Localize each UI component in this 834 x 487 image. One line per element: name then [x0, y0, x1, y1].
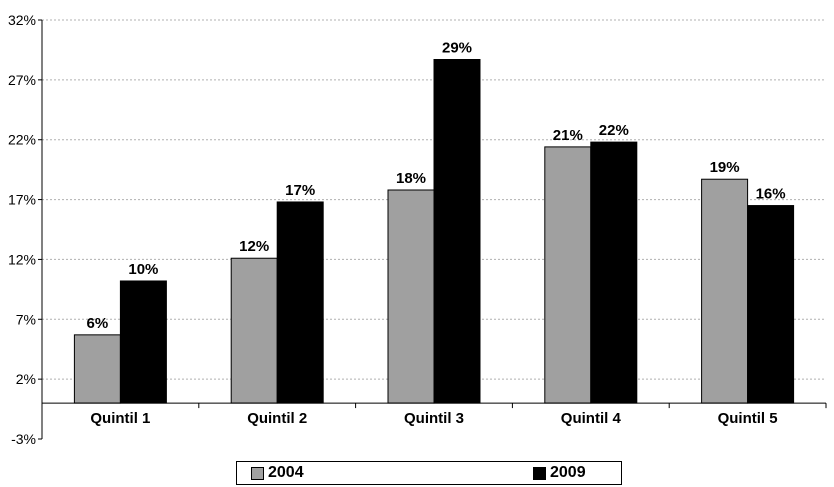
- category-label: Quintil 2: [247, 410, 307, 427]
- bar-2004-2: [230, 257, 278, 404]
- bar-2009-4: [590, 141, 638, 404]
- bar-2004-5: [701, 178, 749, 404]
- data-label-2004-2: 12%: [239, 238, 269, 255]
- legend-item-2009: 2009: [533, 464, 586, 482]
- data-label-2009-5: 16%: [756, 186, 786, 203]
- y-axis-ticks: -3% 2% 7% 12% 17% 22% 27% 32%: [8, 12, 36, 447]
- bar-2004-1: [73, 334, 121, 404]
- x-axis-category-labels: Quintil 1 Quintil 2 Quintil 3 Quintil 4 Quin…: [90, 410, 777, 427]
- y-tick-label: 32%: [8, 12, 36, 28]
- y-tick-label: 27%: [8, 72, 36, 88]
- legend-item-2004: 2004: [251, 464, 304, 482]
- data-label-2009-4: 22%: [599, 122, 629, 139]
- category-label: Quintil 5: [718, 410, 778, 427]
- y-tick-label: 12%: [8, 251, 36, 267]
- category-label: Quintil 3: [404, 410, 464, 427]
- legend-swatch-2004: [251, 466, 264, 480]
- category-label: Quintil 1: [90, 410, 150, 427]
- bar-2009-5: [747, 205, 795, 404]
- y-tick-label: 22%: [8, 132, 36, 148]
- bar-2004-4: [544, 146, 592, 404]
- legend-label-2009: 2009: [550, 464, 586, 481]
- axes: [38, 19, 827, 440]
- bar-2009-1: [119, 280, 167, 404]
- bar-chart: -3%2%7%12%17%22%27%32% Quintil 1 Quintil …: [8, 12, 827, 447]
- data-label-2009-3: 29%: [442, 40, 472, 57]
- y-tick-label: 7%: [16, 311, 36, 327]
- data-label-2004-5: 19%: [710, 159, 740, 176]
- bars: [73, 59, 795, 404]
- legend: 2004 2009: [236, 461, 622, 485]
- data-label-2004-3: 18%: [396, 170, 426, 187]
- data-label-2009-1: 10%: [128, 261, 158, 278]
- legend-swatch-2009: [533, 466, 546, 480]
- data-label-2004-4: 21%: [553, 127, 583, 144]
- bar-2009-3: [433, 59, 481, 404]
- data-labels: 6% 12% 18% 21% 19% 10% 17% 29% 22% 16%: [87, 40, 786, 332]
- data-label-2009-2: 17%: [285, 182, 315, 199]
- y-tick-label: -3%: [11, 431, 36, 447]
- legend-label-2004: 2004: [268, 464, 304, 481]
- category-label: Quintil 4: [561, 410, 622, 427]
- bar-2004-3: [387, 189, 435, 404]
- bar-2009-2: [276, 201, 324, 404]
- y-tick-label: 2%: [16, 371, 36, 387]
- data-label-2004-1: 6%: [87, 315, 109, 332]
- y-tick-label: 17%: [8, 192, 36, 208]
